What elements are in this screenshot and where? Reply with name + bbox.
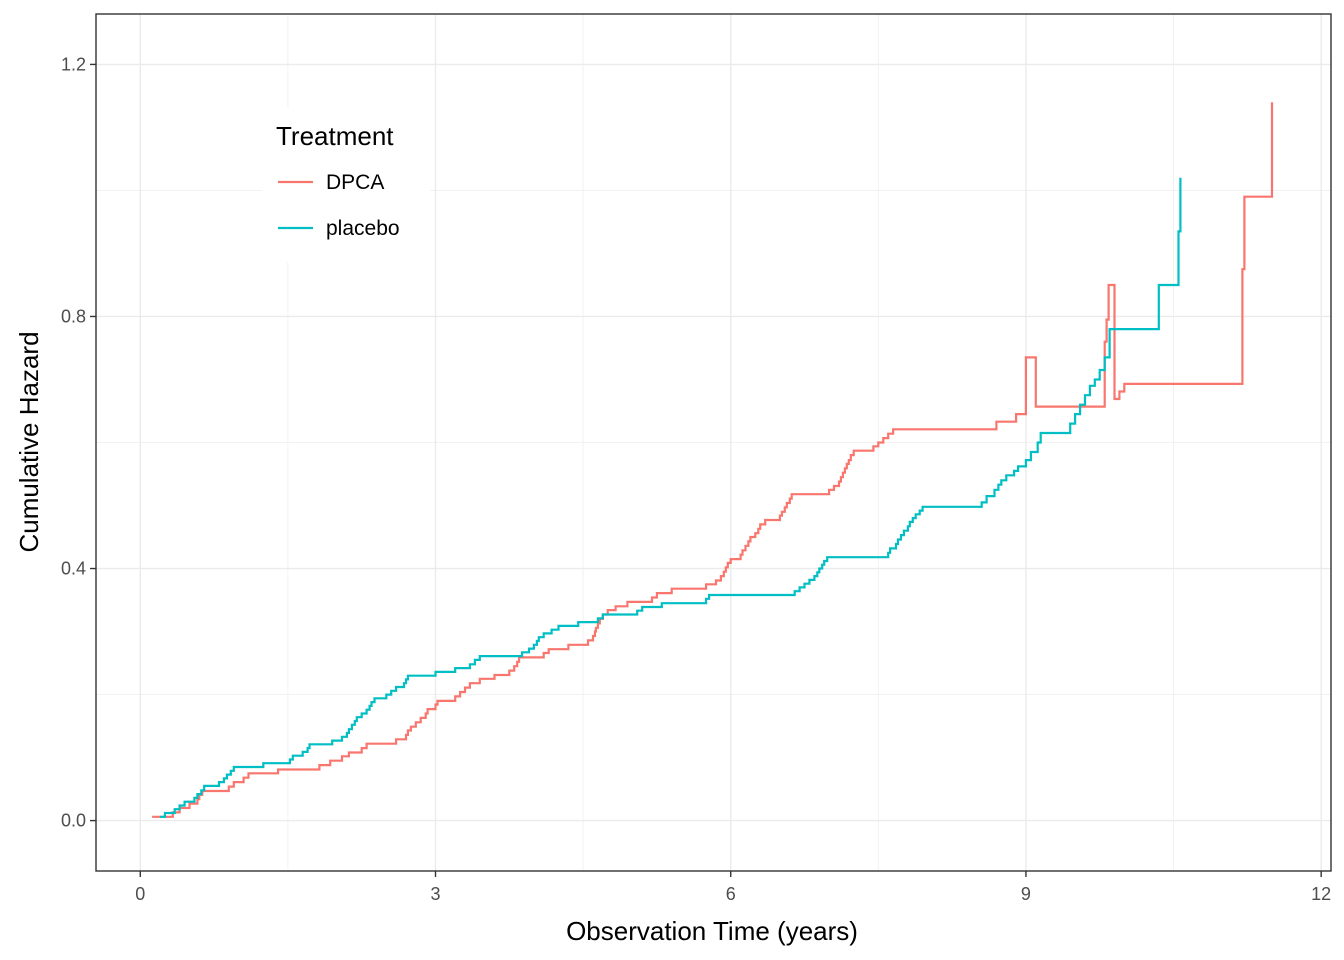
legend-items: DPCA placebo xyxy=(278,171,400,240)
major-gridlines xyxy=(96,14,1331,871)
y-tick-label: 1.2 xyxy=(61,54,86,74)
x-axis-ticks: 0 3 6 9 12 xyxy=(135,871,1331,904)
series-layer xyxy=(152,102,1274,818)
legend-label-placebo: placebo xyxy=(326,217,400,240)
series-line-placebo xyxy=(160,177,1182,818)
legend-background xyxy=(262,108,430,262)
x-tick-label: 9 xyxy=(1021,884,1031,904)
y-axis-ticks: 0.0 0.4 0.8 1.2 xyxy=(61,54,96,831)
x-axis-title: Observation Time (years) xyxy=(566,916,858,946)
legend-title: Treatment xyxy=(276,121,394,151)
y-tick-label: 0.4 xyxy=(61,559,86,579)
y-axis-title: Cumulative Hazard xyxy=(14,331,44,552)
legend-label-dpca: DPCA xyxy=(326,171,384,194)
legend: Treatment DPCA placebo xyxy=(262,108,430,262)
x-tick-label: 3 xyxy=(430,884,440,904)
series-line-dpca xyxy=(152,102,1274,818)
plot-panel-border xyxy=(95,13,1332,872)
y-tick-label: 0.0 xyxy=(61,811,86,831)
y-tick-label: 0.8 xyxy=(61,306,86,326)
x-tick-label: 12 xyxy=(1311,884,1331,904)
x-tick-label: 6 xyxy=(726,884,736,904)
x-tick-label: 0 xyxy=(135,884,145,904)
